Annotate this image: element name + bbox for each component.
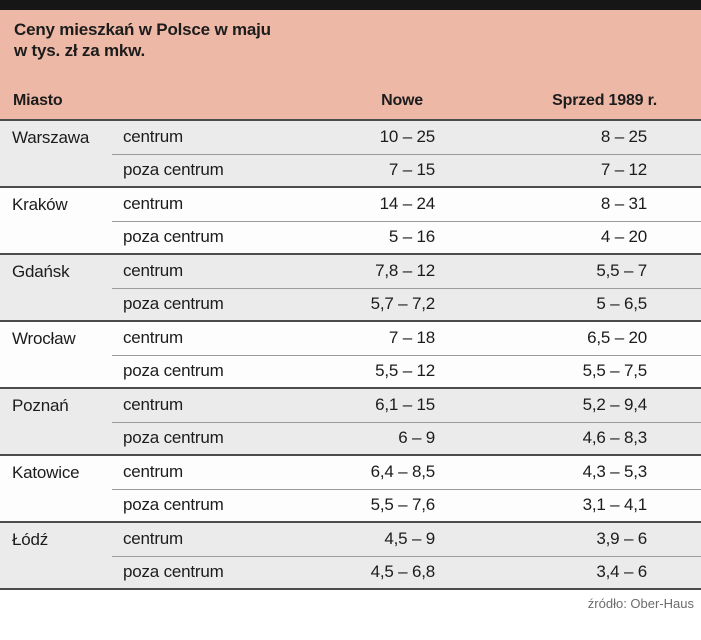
title-block: Ceny mieszkań w Polsce w maju w tys. zł … bbox=[0, 10, 701, 61]
area-cell: poza centrum bbox=[112, 422, 262, 456]
table-row: poza centrum 4,5 – 6,8 3,4 – 6 bbox=[0, 556, 701, 590]
area-cell: poza centrum bbox=[112, 355, 262, 389]
top-accent-bar bbox=[0, 0, 701, 10]
city-cell: Wrocław bbox=[0, 321, 112, 389]
city-cell: Łódź bbox=[0, 522, 112, 590]
column-header-city: Miasto bbox=[13, 92, 63, 109]
city-cell: Poznań bbox=[0, 388, 112, 456]
old-price-cell: 4,3 – 5,3 bbox=[440, 455, 701, 490]
old-price-cell: 5,5 – 7 bbox=[440, 254, 701, 289]
new-price-cell: 4,5 – 6,8 bbox=[262, 556, 440, 590]
new-price-cell: 5 – 16 bbox=[262, 221, 440, 255]
new-price-cell: 5,7 – 7,2 bbox=[262, 288, 440, 322]
area-cell: centrum bbox=[112, 321, 262, 356]
column-header-new: Nowe bbox=[381, 92, 423, 109]
table-row: poza centrum 5,5 – 7,6 3,1 – 4,1 bbox=[0, 489, 701, 523]
table-row: poza centrum 6 – 9 4,6 – 8,3 bbox=[0, 422, 701, 456]
area-cell: centrum bbox=[112, 455, 262, 490]
area-cell: centrum bbox=[112, 120, 262, 155]
table-row: poza centrum 5,5 – 12 5,5 – 7,5 bbox=[0, 355, 701, 389]
price-table-body: Warszawa centrum 10 – 25 8 – 25 poza cen… bbox=[0, 120, 701, 590]
new-price-cell: 7 – 18 bbox=[262, 321, 440, 356]
column-header-area bbox=[112, 92, 262, 110]
old-price-cell: 4,6 – 8,3 bbox=[440, 422, 701, 456]
old-price-cell: 8 – 25 bbox=[440, 120, 701, 155]
old-price-cell: 3,4 – 6 bbox=[440, 556, 701, 590]
new-price-cell: 7 – 15 bbox=[262, 154, 440, 188]
price-table: Warszawa centrum 10 – 25 8 – 25 poza cen… bbox=[0, 119, 701, 590]
new-price-cell: 6,4 – 8,5 bbox=[262, 455, 440, 490]
table-row: Gdańsk centrum 7,8 – 12 5,5 – 7 bbox=[0, 254, 701, 322]
new-price-cell: 7,8 – 12 bbox=[262, 254, 440, 289]
new-price-cell: 14 – 24 bbox=[262, 187, 440, 222]
old-price-cell: 7 – 12 bbox=[440, 154, 701, 188]
new-price-cell: 6,1 – 15 bbox=[262, 388, 440, 423]
new-price-cell: 6 – 9 bbox=[262, 422, 440, 456]
area-cell: centrum bbox=[112, 522, 262, 557]
old-price-cell: 3,9 – 6 bbox=[440, 522, 701, 557]
area-cell: centrum bbox=[112, 254, 262, 289]
city-cell: Katowice bbox=[0, 455, 112, 523]
table-row: poza centrum 5,7 – 7,2 5 – 6,5 bbox=[0, 288, 701, 322]
city-cell: Kraków bbox=[0, 187, 112, 255]
old-price-cell: 5,5 – 7,5 bbox=[440, 355, 701, 389]
new-price-cell: 10 – 25 bbox=[262, 120, 440, 155]
column-headers: Miasto Nowe Sprzed 1989 r. bbox=[0, 92, 701, 119]
old-price-cell: 5 – 6,5 bbox=[440, 288, 701, 322]
old-price-cell: 6,5 – 20 bbox=[440, 321, 701, 356]
old-price-cell: 3,1 – 4,1 bbox=[440, 489, 701, 523]
chart-title-line1: Ceny mieszkań w Polsce w maju bbox=[14, 20, 271, 39]
table-row: Katowice centrum 6,4 – 8,5 4,3 – 5,3 bbox=[0, 455, 701, 523]
table-row: poza centrum 5 – 16 4 – 20 bbox=[0, 221, 701, 255]
area-cell: centrum bbox=[112, 388, 262, 423]
table-row: Łódź centrum 4,5 – 9 3,9 – 6 bbox=[0, 522, 701, 590]
table-row: Wrocław centrum 7 – 18 6,5 – 20 bbox=[0, 321, 701, 389]
area-cell: centrum bbox=[112, 187, 262, 222]
area-cell: poza centrum bbox=[112, 154, 262, 188]
city-cell: Warszawa bbox=[0, 120, 112, 188]
column-header-old: Sprzed 1989 r. bbox=[552, 92, 657, 109]
new-price-cell: 5,5 – 12 bbox=[262, 355, 440, 389]
table-header-panel: Ceny mieszkań w Polsce w maju w tys. zł … bbox=[0, 10, 701, 119]
old-price-cell: 8 – 31 bbox=[440, 187, 701, 222]
area-cell: poza centrum bbox=[112, 288, 262, 322]
chart-title-line2: w tys. zł za mkw. bbox=[14, 41, 146, 60]
area-cell: poza centrum bbox=[112, 221, 262, 255]
city-cell: Gdańsk bbox=[0, 254, 112, 322]
table-row: Warszawa centrum 10 – 25 8 – 25 bbox=[0, 120, 701, 188]
table-row: Poznań centrum 6,1 – 15 5,2 – 9,4 bbox=[0, 388, 701, 456]
old-price-cell: 4 – 20 bbox=[440, 221, 701, 255]
source-credit: źródło: Ober-Haus bbox=[0, 590, 701, 619]
table-row: poza centrum 7 – 15 7 – 12 bbox=[0, 154, 701, 188]
table-row: Kraków centrum 14 – 24 8 – 31 bbox=[0, 187, 701, 255]
new-price-cell: 5,5 – 7,6 bbox=[262, 489, 440, 523]
old-price-cell: 5,2 – 9,4 bbox=[440, 388, 701, 423]
area-cell: poza centrum bbox=[112, 556, 262, 590]
new-price-cell: 4,5 – 9 bbox=[262, 522, 440, 557]
area-cell: poza centrum bbox=[112, 489, 262, 523]
